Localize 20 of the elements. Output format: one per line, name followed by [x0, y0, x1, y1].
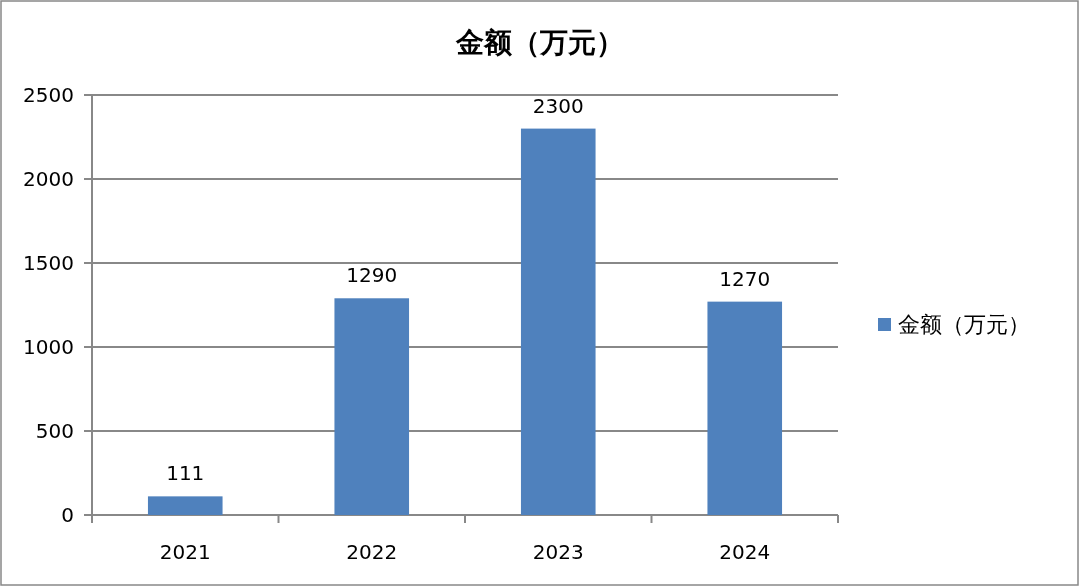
data-label: 111	[166, 461, 205, 486]
bar	[334, 298, 410, 515]
x-tick-label: 2022	[346, 540, 398, 564]
y-tick-label: 0	[61, 503, 74, 527]
x-tick-label: 2021	[159, 540, 211, 564]
legend-label: 金额（万元）	[898, 312, 1030, 337]
bar	[707, 301, 783, 515]
y-tick-label: 1000	[23, 335, 74, 359]
y-tick-label: 500	[35, 419, 74, 443]
y-tick-label: 2000	[23, 167, 74, 191]
x-tick-label: 2023	[532, 540, 584, 564]
bar	[147, 496, 223, 515]
data-label: 1270	[719, 266, 771, 291]
y-tick-label: 2500	[23, 83, 74, 107]
data-label: 1290	[346, 263, 398, 288]
bar	[520, 128, 596, 515]
x-tick-label: 2024	[719, 540, 771, 564]
y-tick-label: 1500	[23, 251, 74, 275]
chart-title: 金额（万元）	[455, 26, 624, 59]
data-label: 2300	[532, 93, 584, 118]
